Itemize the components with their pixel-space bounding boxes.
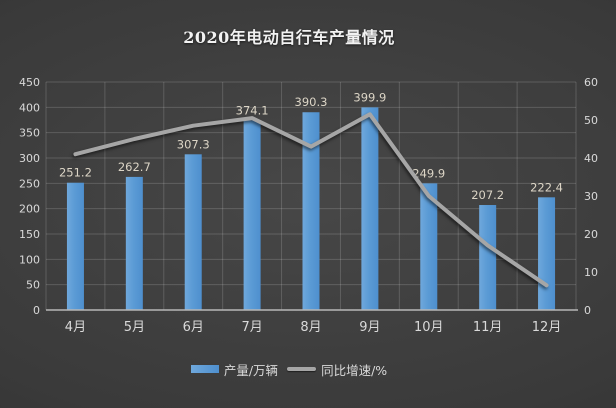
x-axis-label: 4月	[65, 320, 86, 335]
x-axis-label: 5月	[124, 320, 145, 335]
bar-value-label: 390.3	[295, 95, 328, 109]
right-axis-tick: 50	[584, 114, 598, 127]
bar-value-label: 262.7	[118, 160, 151, 174]
bar	[538, 197, 556, 310]
bar-value-label: 399.9	[353, 90, 386, 104]
bar	[302, 112, 320, 310]
left-axis-tick: 250	[19, 177, 40, 190]
x-axis-label: 12月	[532, 320, 562, 335]
bar-series-label: 产量/万辆	[223, 362, 279, 378]
line-series-label: 同比增速/%	[321, 362, 388, 378]
right-axis-tick: 60	[584, 76, 598, 89]
left-axis-tick: 100	[19, 253, 40, 266]
left-axis-tick: 50	[26, 279, 40, 292]
bar	[125, 176, 143, 310]
left-axis-tick: 0	[33, 304, 40, 317]
legend: 产量/万辆 同比增速/%	[0, 360, 578, 378]
right-axis-tick: 10	[584, 266, 598, 279]
bar	[184, 154, 202, 310]
left-axis-tick: 450	[19, 76, 40, 89]
line-series-swatch	[287, 367, 317, 371]
x-axis-label: 8月	[300, 320, 321, 335]
bar-value-label: 207.2	[471, 188, 504, 202]
bar	[66, 182, 84, 310]
left-axis-tick: 150	[19, 228, 40, 241]
left-axis-tick: 300	[19, 152, 40, 165]
left-axis-tick: 200	[19, 203, 40, 216]
x-axis-label: 6月	[183, 320, 204, 335]
bar-series-swatch	[190, 365, 219, 373]
bar-value-label: 307.3	[177, 137, 210, 151]
bar-value-label: 222.4	[530, 180, 563, 194]
bar	[420, 183, 438, 310]
bar-value-label: 251.2	[59, 166, 92, 180]
x-axis-label: 7月	[241, 320, 262, 335]
right-axis-tick: 20	[584, 228, 598, 241]
x-axis-label: 9月	[359, 320, 380, 335]
left-axis-tick: 350	[19, 127, 40, 140]
left-axis-tick: 400	[19, 101, 40, 114]
right-axis-tick: 0	[584, 304, 591, 317]
right-axis-tick: 40	[584, 152, 598, 165]
bar	[361, 107, 379, 310]
bar	[479, 205, 497, 310]
x-axis-label: 11月	[473, 320, 503, 335]
right-axis-tick: 30	[584, 190, 598, 203]
bar	[243, 120, 261, 311]
bar-value-label: 249.9	[412, 166, 445, 180]
bar-value-label: 374.1	[236, 103, 269, 117]
growth-rate-line	[73, 112, 549, 288]
x-axis-label: 10月	[414, 320, 444, 335]
chart-title: 2020年电动自行车产量情况	[183, 28, 395, 47]
